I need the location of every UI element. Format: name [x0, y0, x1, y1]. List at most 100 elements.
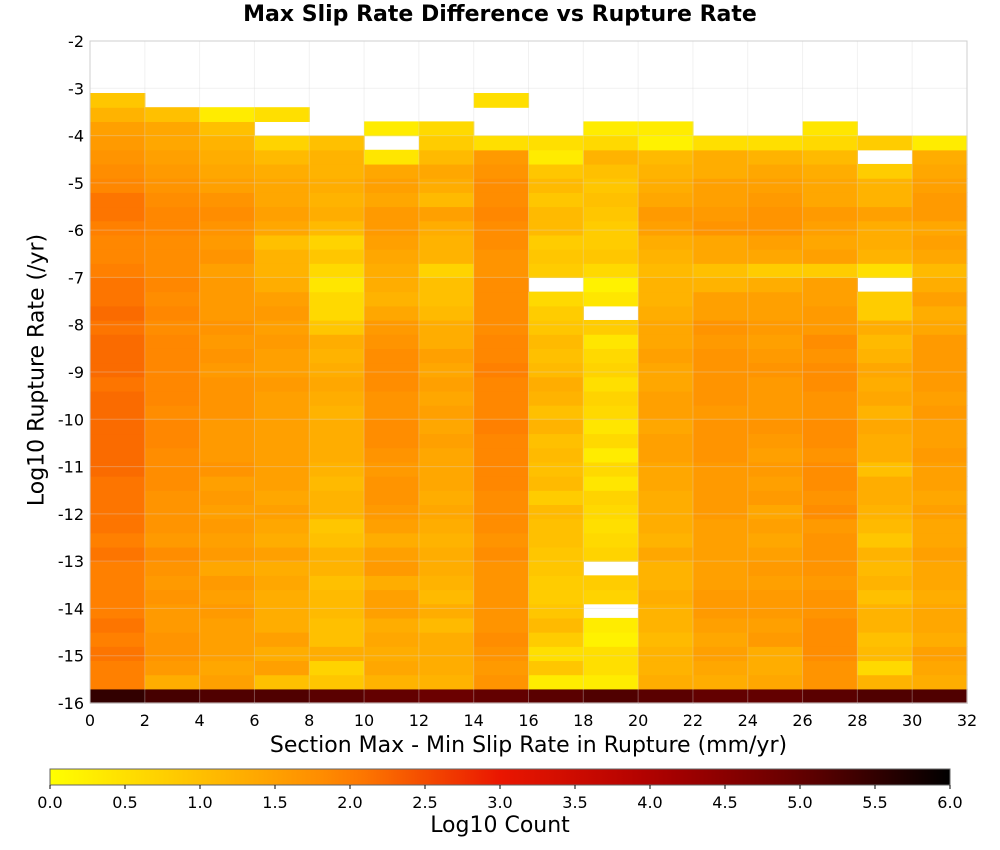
heatmap-cell	[638, 419, 694, 435]
heatmap-cell	[638, 135, 694, 151]
heatmap-cell	[747, 206, 804, 222]
heatmap-cell	[638, 121, 694, 137]
heatmap-cell	[528, 135, 584, 151]
heatmap-cell	[912, 561, 968, 576]
heatmap-cell	[309, 646, 365, 662]
heatmap-cell	[90, 589, 146, 605]
heatmap-cell	[583, 376, 639, 392]
heatmap-cell	[802, 461, 858, 477]
heatmap-cell	[309, 674, 365, 690]
heatmap-cell	[254, 688, 310, 704]
heatmap-cell	[583, 532, 639, 548]
heatmap-cell	[144, 334, 201, 349]
x-tick-label: 28	[847, 711, 867, 730]
heatmap-cell	[528, 447, 584, 463]
heatmap-cell	[583, 319, 639, 335]
heatmap-cell	[254, 674, 310, 690]
heatmap-cell	[144, 234, 201, 250]
plot-frame	[89, 40, 968, 704]
heatmap-cell	[583, 405, 639, 420]
heatmap-cell	[473, 603, 530, 619]
colorbar-tick-label: 4.0	[637, 793, 662, 812]
heatmap-cell	[90, 617, 146, 633]
heatmap-cell	[638, 589, 694, 605]
heatmap-cell	[747, 476, 804, 491]
heatmap-cell	[802, 234, 858, 250]
x-tick-label: 4	[195, 711, 205, 730]
heatmap-cell	[144, 348, 201, 364]
heatmap-cell	[90, 192, 146, 208]
y-tick-label: -7	[68, 268, 84, 287]
heatmap-cell	[199, 490, 256, 505]
heatmap-cell	[473, 305, 530, 321]
y-tick-label: -9	[68, 363, 84, 382]
heatmap-cell	[254, 249, 310, 264]
heatmap-cell	[418, 561, 475, 576]
heatmap-cell	[857, 674, 913, 690]
heatmap-cell	[747, 249, 804, 264]
heatmap-cell	[364, 490, 420, 505]
heatmap-cell	[528, 561, 584, 576]
heatmap-cell	[418, 234, 475, 250]
heatmap-cell	[692, 561, 749, 576]
heatmap-cell	[418, 617, 475, 633]
heatmap-cell	[144, 220, 201, 236]
heatmap-cell	[473, 135, 530, 151]
heatmap-cell	[692, 660, 749, 676]
heatmap-cell	[747, 660, 804, 676]
heatmap-cell	[692, 192, 749, 208]
heatmap-cell	[583, 277, 639, 293]
heatmap-cell	[473, 149, 530, 165]
heatmap-cell	[747, 149, 804, 165]
heatmap-cell	[364, 632, 420, 647]
heatmap-cell	[199, 149, 256, 165]
heatmap-cell	[473, 490, 530, 505]
heatmap-cell	[309, 632, 365, 647]
heatmap-cell	[199, 561, 256, 576]
heatmap-cell	[254, 575, 310, 591]
heatmap-cell	[364, 334, 420, 349]
heatmap-cell	[692, 334, 749, 349]
heatmap-cell	[90, 461, 146, 477]
heatmap-cell	[254, 234, 310, 250]
heatmap-cell	[692, 405, 749, 420]
heatmap-cell	[364, 589, 420, 605]
heatmap-cell	[418, 319, 475, 335]
heatmap-cell	[912, 206, 968, 222]
colorbar-tick-label: 2.5	[412, 793, 437, 812]
colorbar-tick-label: 3.5	[562, 793, 587, 812]
heatmap-cell	[802, 149, 858, 165]
heatmap-cell	[802, 376, 858, 392]
heatmap-cell	[199, 135, 256, 151]
heatmap-cell	[638, 518, 694, 534]
heatmap-cell	[802, 632, 858, 647]
heatmap-cell	[473, 617, 530, 633]
heatmap-cell	[309, 419, 365, 435]
heatmap-cell	[857, 632, 913, 647]
heatmap-cell	[309, 532, 365, 548]
heatmap-cell	[254, 362, 310, 378]
heatmap-cell	[90, 476, 146, 491]
heatmap-cell	[583, 362, 639, 378]
heatmap-cell	[90, 334, 146, 349]
heatmap-cell	[912, 405, 968, 420]
heatmap-cell	[473, 688, 530, 704]
heatmap-cell	[747, 376, 804, 392]
heatmap-cell	[912, 419, 968, 435]
heatmap-cell	[802, 348, 858, 364]
heatmap-cell	[638, 561, 694, 576]
x-tick-label: 26	[792, 711, 812, 730]
heatmap-cell	[473, 589, 530, 605]
heatmap-cell	[254, 632, 310, 647]
heatmap-cell	[309, 319, 365, 335]
heatmap-cell	[528, 433, 584, 449]
heatmap-cell	[473, 234, 530, 250]
heatmap-cell	[144, 362, 201, 378]
heatmap-cell	[692, 376, 749, 392]
heatmap-cell	[583, 461, 639, 477]
heatmap-cell	[364, 206, 420, 222]
heatmap-cell	[364, 234, 420, 250]
heatmap-cell	[309, 617, 365, 633]
heatmap-cell	[309, 476, 365, 491]
